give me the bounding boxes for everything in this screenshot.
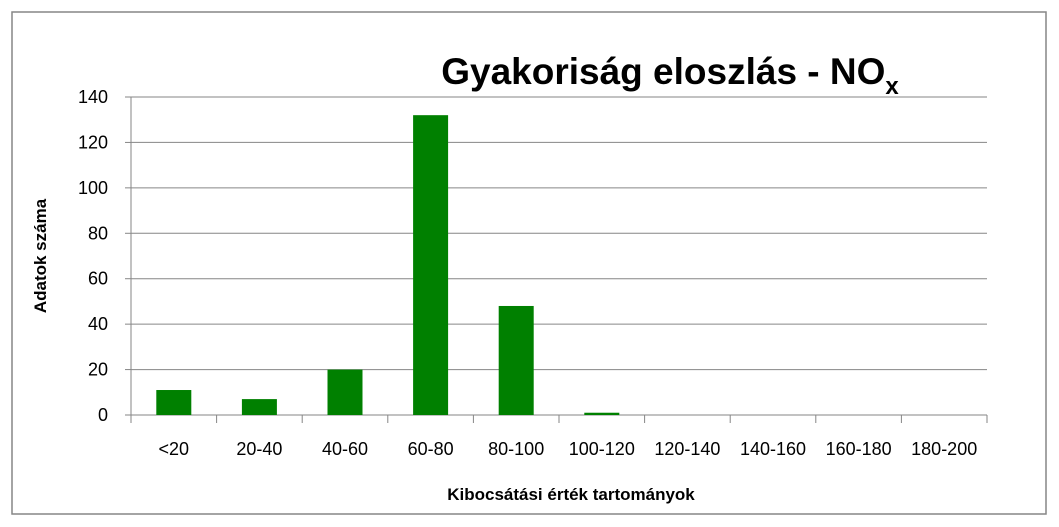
bar [584, 412, 620, 415]
y-axis-title: Adatok száma [31, 198, 50, 313]
y-tick-label: 20 [88, 360, 108, 380]
y-tick-label: 80 [88, 223, 108, 243]
x-tick-label: 20-40 [236, 439, 282, 459]
y-tick-label: 120 [78, 132, 108, 152]
chart-title: Gyakoriság eloszlás - NOx [441, 51, 899, 100]
y-tick-label: 140 [78, 87, 108, 107]
y-tick-label: 0 [98, 405, 108, 425]
y-tick-label: 100 [78, 178, 108, 198]
x-tick-label: 180-200 [911, 439, 977, 459]
x-axis-title: Kibocsátási érték tartományok [447, 485, 695, 504]
y-tick-label: 40 [88, 314, 108, 334]
chart-border [11, 11, 1047, 515]
x-tick-label: 120-140 [654, 439, 720, 459]
x-tick-label: <20 [159, 439, 190, 459]
bar [327, 369, 363, 415]
x-tick-label: 100-120 [569, 439, 635, 459]
x-tick-label: 140-160 [740, 439, 806, 459]
x-tick-label: 160-180 [826, 439, 892, 459]
bar [241, 399, 277, 415]
y-tick-label: 60 [88, 269, 108, 289]
x-tick-label: 40-60 [322, 439, 368, 459]
x-tick-label: 80-100 [488, 439, 544, 459]
bar [498, 305, 534, 415]
x-tick-label: 60-80 [408, 439, 454, 459]
bar [156, 390, 192, 415]
bar [413, 115, 449, 416]
